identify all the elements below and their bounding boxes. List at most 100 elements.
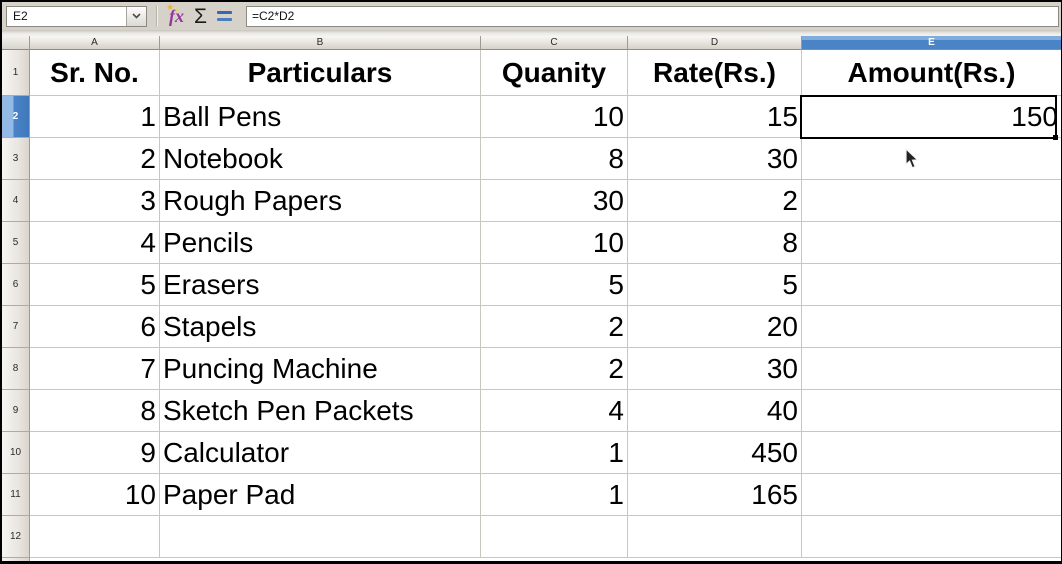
cell-c8[interactable]: 2	[481, 348, 628, 390]
cell-d1[interactable]: Rate(Rs.)	[628, 50, 802, 96]
sheet-row-11: 11 10 Paper Pad 1 165	[2, 474, 1061, 516]
cell-c9[interactable]: 4	[481, 390, 628, 432]
cell-e2-active[interactable]: 150	[802, 96, 1061, 138]
cell-c12[interactable]	[481, 516, 628, 558]
cell-d3[interactable]: 30	[628, 138, 802, 180]
function-wizard-button[interactable]: ★ ★ fx	[164, 2, 189, 28]
cell-d10[interactable]: 450	[628, 432, 802, 474]
column-header-d[interactable]: D	[628, 36, 802, 50]
cell-a9[interactable]: 8	[30, 390, 160, 432]
cell-e6[interactable]	[802, 264, 1061, 306]
column-header-c[interactable]: C	[481, 36, 628, 50]
cell-b2[interactable]: Ball Pens	[160, 96, 481, 138]
cell-b10[interactable]: Calculator	[160, 432, 481, 474]
sum-icon: Σ	[194, 4, 207, 28]
cell-a6[interactable]: 5	[30, 264, 160, 306]
column-header-a[interactable]: A	[30, 36, 160, 50]
cell-b12[interactable]	[160, 516, 481, 558]
sheet-row-5: 5 4 Pencils 10 8	[2, 222, 1061, 264]
row-header-13-clipped	[2, 558, 30, 561]
cell-e3[interactable]	[802, 138, 1061, 180]
cell-a2[interactable]: 1	[30, 96, 160, 138]
cell-e5[interactable]	[802, 222, 1061, 264]
cell-e1[interactable]: Amount(Rs.)	[802, 50, 1061, 96]
name-box-dropdown-button[interactable]	[126, 6, 146, 26]
cell-a5[interactable]: 4	[30, 222, 160, 264]
row-header-12[interactable]: 12	[2, 516, 30, 558]
cell-d2[interactable]: 15	[628, 96, 802, 138]
select-all-corner[interactable]	[2, 36, 30, 50]
cell-c5[interactable]: 10	[481, 222, 628, 264]
cell-e10[interactable]	[802, 432, 1061, 474]
cell-d4[interactable]: 2	[628, 180, 802, 222]
cell-c10[interactable]: 1	[481, 432, 628, 474]
column-header-row: A B C D E	[2, 36, 1061, 50]
cell-c6[interactable]: 5	[481, 264, 628, 306]
cell-c11[interactable]: 1	[481, 474, 628, 516]
cell-b5[interactable]: Pencils	[160, 222, 481, 264]
row-header-8[interactable]: 8	[2, 348, 30, 390]
sheet-row-8: 8 7 Puncing Machine 2 30	[2, 348, 1061, 390]
row-header-10[interactable]: 10	[2, 432, 30, 474]
sum-button[interactable]: Σ	[189, 4, 212, 28]
equals-function-button[interactable]	[212, 4, 238, 28]
sheet-row-2: 2 1 Ball Pens 10 15 150	[2, 96, 1061, 138]
row-header-11[interactable]: 11	[2, 474, 30, 516]
cell-a3[interactable]: 2	[30, 138, 160, 180]
cell-b9[interactable]: Sketch Pen Packets	[160, 390, 481, 432]
cell-b4[interactable]: Rough Papers	[160, 180, 481, 222]
cell-b8[interactable]: Puncing Machine	[160, 348, 481, 390]
sheet-row-12: 12	[2, 516, 1061, 558]
row-header-4[interactable]: 4	[2, 180, 30, 222]
row-header-6[interactable]: 6	[2, 264, 30, 306]
cell-a10[interactable]: 9	[30, 432, 160, 474]
cell-e8[interactable]	[802, 348, 1061, 390]
sheet-row-6: 6 5 Erasers 5 5	[2, 264, 1061, 306]
cell-a1[interactable]: Sr. No.	[30, 50, 160, 96]
cell-a11[interactable]: 10	[30, 474, 160, 516]
row-header-5[interactable]: 5	[2, 222, 30, 264]
row-header-7[interactable]: 7	[2, 306, 30, 348]
formula-input[interactable]	[246, 6, 1058, 26]
cell-d5[interactable]: 8	[628, 222, 802, 264]
cell-b7[interactable]: Stapels	[160, 306, 481, 348]
cell-a4[interactable]: 3	[30, 180, 160, 222]
cell-c1[interactable]: Quanity	[481, 50, 628, 96]
sheet-row-4: 4 3 Rough Papers 30 2	[2, 180, 1061, 222]
cell-b3[interactable]: Notebook	[160, 138, 481, 180]
cell-a7[interactable]: 6	[30, 306, 160, 348]
column-header-b[interactable]: B	[160, 36, 481, 50]
cell-d12[interactable]	[628, 516, 802, 558]
cell-b6[interactable]: Erasers	[160, 264, 481, 306]
column-header-e-selected[interactable]: E	[802, 36, 1061, 50]
row-header-9[interactable]: 9	[2, 390, 30, 432]
equals-icon	[216, 11, 233, 21]
cell-d9[interactable]: 40	[628, 390, 802, 432]
formula-bar: ★ ★ fx Σ	[2, 2, 1061, 30]
sparkle-icon: ★	[166, 2, 175, 12]
cell-c2[interactable]: 10	[481, 96, 628, 138]
cell-e12[interactable]	[802, 516, 1061, 558]
cell-e11[interactable]	[802, 474, 1061, 516]
cell-d6[interactable]: 5	[628, 264, 802, 306]
cell-c4[interactable]: 30	[481, 180, 628, 222]
sheet-row-10: 10 9 Calculator 1 450	[2, 432, 1061, 474]
row-header-1[interactable]: 1	[2, 50, 30, 96]
cell-a12[interactable]	[30, 516, 160, 558]
row-header-3[interactable]: 3	[2, 138, 30, 180]
cell-d11[interactable]: 165	[628, 474, 802, 516]
name-box-input[interactable]	[7, 6, 126, 26]
cell-c3[interactable]: 8	[481, 138, 628, 180]
cell-e9[interactable]	[802, 390, 1061, 432]
cell-d8[interactable]: 30	[628, 348, 802, 390]
cell-e4[interactable]	[802, 180, 1061, 222]
row-header-2-selected[interactable]: 2	[2, 96, 30, 138]
cell-d7[interactable]: 20	[628, 306, 802, 348]
sparkle-icon: ★	[174, 8, 180, 14]
cell-b11[interactable]: Paper Pad	[160, 474, 481, 516]
cell-e7[interactable]	[802, 306, 1061, 348]
cell-c7[interactable]: 2	[481, 306, 628, 348]
cell-a8[interactable]: 7	[30, 348, 160, 390]
cell-b1[interactable]: Particulars	[160, 50, 481, 96]
